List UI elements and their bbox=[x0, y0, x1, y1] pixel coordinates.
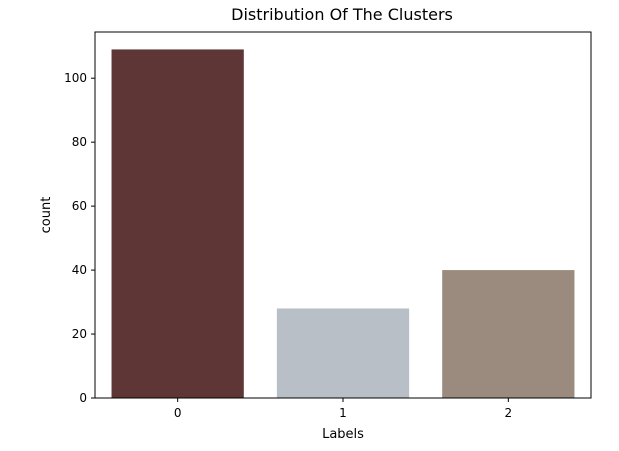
chart-title: Distribution Of The Clusters bbox=[231, 5, 453, 24]
y-axis: 0 20 40 60 80 100 bbox=[64, 71, 95, 405]
y-tick-label-100: 100 bbox=[64, 71, 87, 85]
x-tick-label-1: 1 bbox=[339, 406, 347, 420]
x-tick-label-0: 0 bbox=[174, 406, 182, 420]
bar-0 bbox=[111, 49, 244, 399]
y-tick-label-20: 20 bbox=[72, 327, 87, 341]
y-tick-label-40: 40 bbox=[72, 263, 87, 277]
bars-group bbox=[111, 49, 575, 399]
y-tick-label-80: 80 bbox=[72, 135, 87, 149]
x-axis-label: Labels bbox=[322, 427, 364, 442]
y-tick-label-0: 0 bbox=[79, 391, 87, 405]
x-axis: 0 1 2 bbox=[174, 398, 512, 420]
y-axis-label: count bbox=[39, 197, 54, 234]
y-tick-label-60: 60 bbox=[72, 199, 87, 213]
bar-1 bbox=[276, 308, 410, 398]
bar-2 bbox=[442, 270, 575, 398]
x-tick-label-2: 2 bbox=[505, 406, 513, 420]
